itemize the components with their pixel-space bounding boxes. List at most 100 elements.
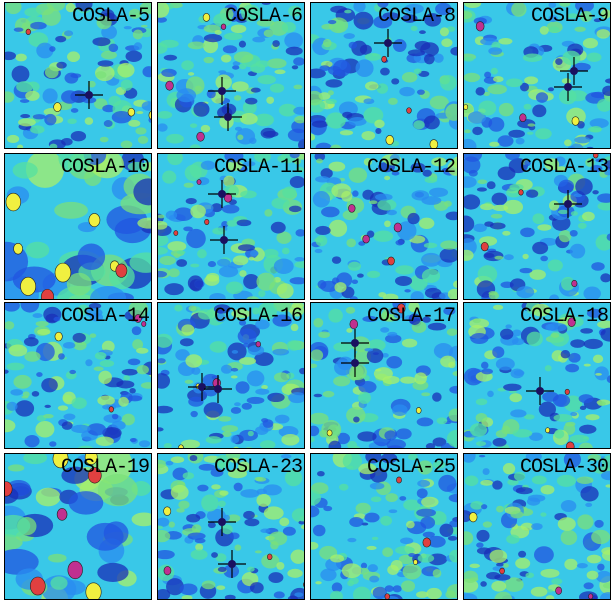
blob <box>282 526 296 536</box>
peak <box>393 222 402 233</box>
blob <box>170 484 189 500</box>
source <box>220 236 228 244</box>
blob <box>175 349 190 361</box>
blob <box>392 585 402 593</box>
blob <box>432 460 446 469</box>
blob <box>19 99 30 103</box>
blob <box>387 308 399 315</box>
peak <box>480 241 489 252</box>
peak <box>588 593 594 599</box>
blob <box>58 154 92 173</box>
blob <box>381 353 389 358</box>
blob <box>293 158 302 165</box>
blob <box>349 517 364 527</box>
blob <box>210 468 224 477</box>
blob <box>372 586 387 599</box>
blob <box>62 342 76 349</box>
peak <box>571 116 580 126</box>
blob <box>410 25 418 32</box>
blob <box>555 58 563 65</box>
blob <box>385 493 398 503</box>
blob <box>299 515 304 522</box>
blob <box>36 372 43 377</box>
blob <box>221 103 237 116</box>
blob <box>403 499 421 511</box>
blob <box>535 128 552 140</box>
blob <box>570 411 578 417</box>
blob <box>347 580 355 587</box>
peak <box>362 234 370 244</box>
blob <box>565 363 580 373</box>
blob <box>234 126 243 131</box>
blob <box>448 493 457 503</box>
blob <box>512 329 522 337</box>
blob <box>201 580 216 590</box>
blob <box>84 117 94 125</box>
blob <box>49 143 58 148</box>
peak <box>422 537 431 548</box>
blob <box>483 91 490 96</box>
blob <box>495 429 508 438</box>
blob <box>400 376 417 384</box>
blob <box>382 375 400 385</box>
blob <box>239 320 247 326</box>
blob <box>464 72 481 83</box>
blob <box>311 349 324 362</box>
blob <box>181 324 195 336</box>
blob <box>5 514 31 537</box>
map-panel: COSLA-17 <box>310 302 458 449</box>
blob <box>487 84 507 95</box>
blob <box>407 49 426 57</box>
peak <box>5 481 13 497</box>
blob <box>525 189 539 198</box>
peak <box>223 192 233 203</box>
blob <box>393 313 405 319</box>
blob <box>332 59 351 77</box>
blob <box>5 534 23 551</box>
blob <box>387 564 399 575</box>
blob <box>158 373 171 389</box>
blob <box>168 521 175 528</box>
blob <box>537 224 552 231</box>
peak <box>29 576 46 596</box>
blob <box>367 339 386 352</box>
peak <box>25 28 31 35</box>
blob <box>53 316 61 322</box>
blob <box>293 84 303 90</box>
blob <box>590 125 602 133</box>
blob <box>198 309 214 320</box>
blob <box>478 100 497 116</box>
blob <box>18 118 36 127</box>
blob <box>108 95 122 107</box>
blob <box>411 190 430 201</box>
blob <box>256 272 276 291</box>
blob <box>269 83 285 93</box>
peak <box>196 179 202 185</box>
blob <box>480 203 495 211</box>
blob <box>24 7 42 17</box>
blob <box>213 304 231 314</box>
blob <box>500 328 514 340</box>
blob <box>595 372 602 376</box>
blob <box>218 500 226 507</box>
blob <box>230 375 238 379</box>
blob <box>77 445 94 448</box>
map-panel: COSLA-9 <box>463 2 611 149</box>
blob <box>404 289 411 293</box>
peak <box>255 341 261 348</box>
blob <box>247 345 265 356</box>
blob <box>329 144 342 148</box>
blob <box>50 576 68 590</box>
blob <box>421 392 431 397</box>
peak <box>53 102 62 112</box>
blob <box>315 142 332 148</box>
blob <box>447 535 457 541</box>
blob <box>525 454 542 462</box>
blob <box>254 476 263 482</box>
panel-label: COSLA-18 <box>519 305 609 328</box>
blob <box>585 414 600 421</box>
blob <box>5 3 22 15</box>
map-panel: COSLA-5 <box>4 2 152 149</box>
blob <box>220 364 233 374</box>
blob <box>469 423 488 437</box>
